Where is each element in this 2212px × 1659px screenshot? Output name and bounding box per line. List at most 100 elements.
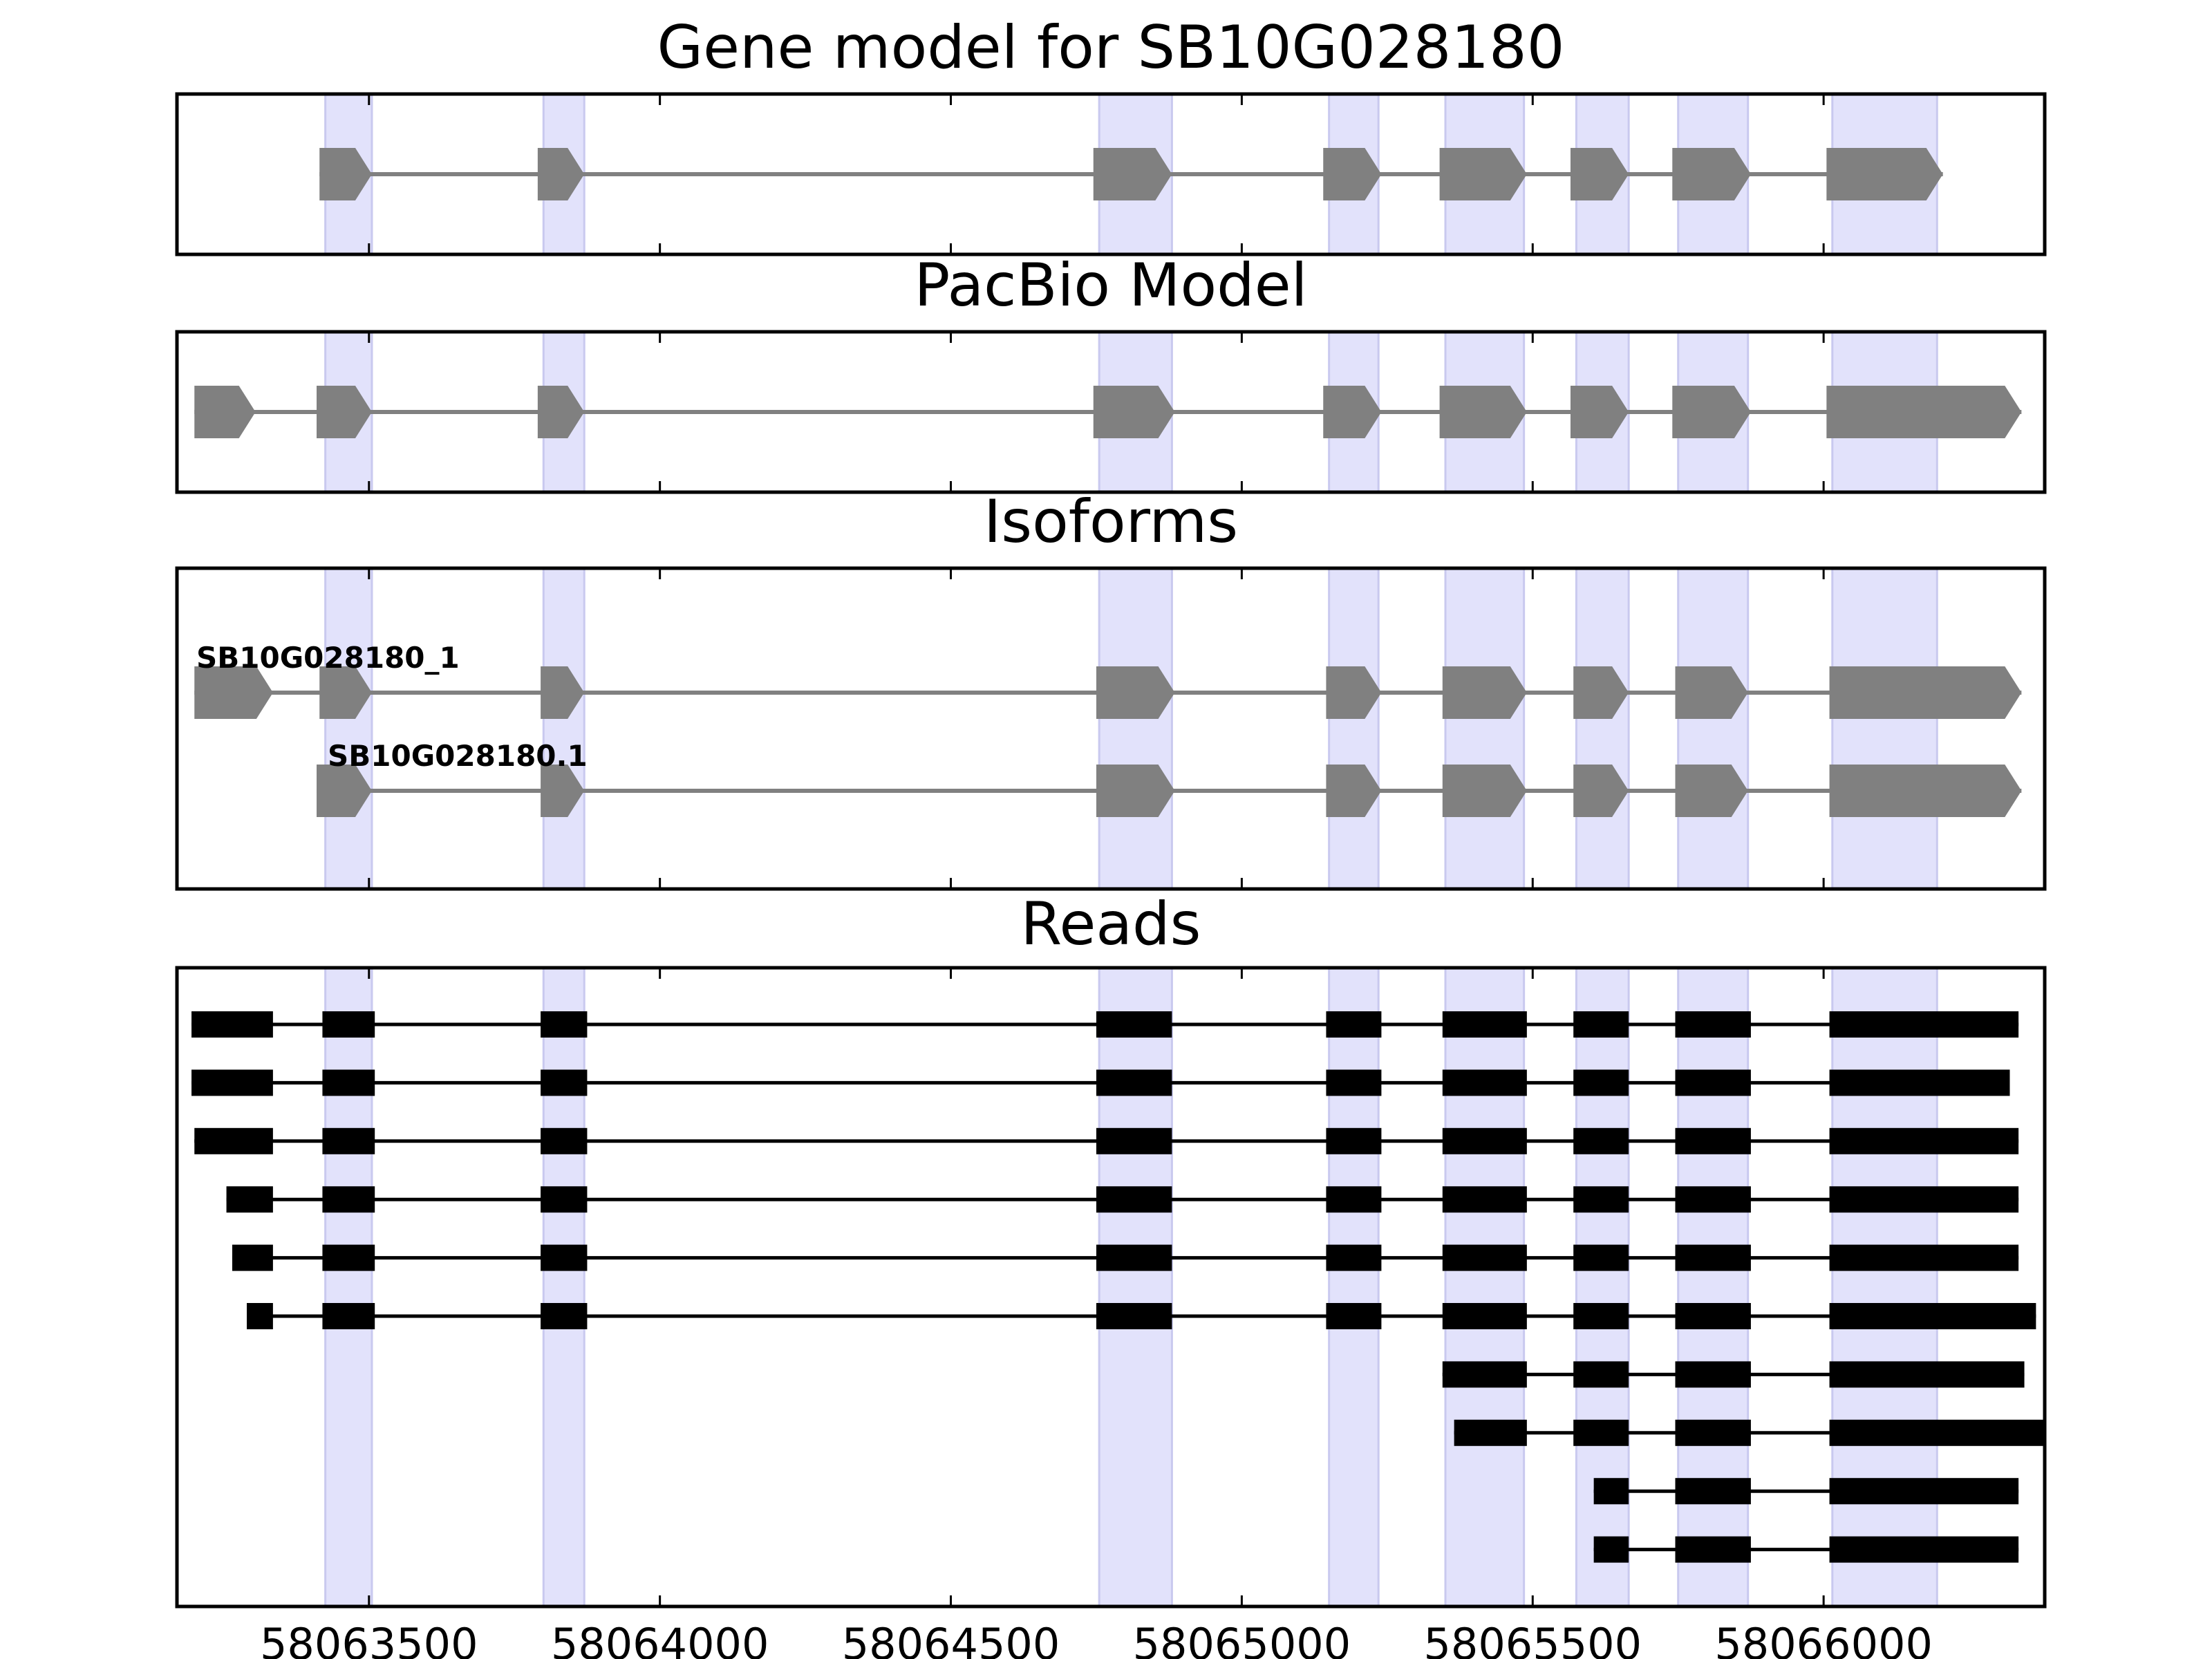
- read-exon-block: [1829, 1186, 2019, 1213]
- read-exon-block: [1096, 1069, 1172, 1096]
- panel-3: Reads: [175, 890, 2047, 1609]
- read-exon-block: [1675, 1478, 1751, 1505]
- exon-arrow: [1675, 666, 1748, 719]
- exon-highlight-band: [542, 567, 585, 890]
- read-exon-block: [541, 1244, 588, 1271]
- x-tick-label: 58063500: [260, 1619, 478, 1659]
- read-exon-block: [1096, 1303, 1172, 1329]
- exon-arrow: [1573, 666, 1629, 719]
- exon-highlight-band: [1098, 567, 1173, 890]
- read-exon-block: [1829, 1361, 2025, 1388]
- panel-title: Isoforms: [984, 487, 1238, 556]
- exon-arrow: [1096, 765, 1175, 817]
- x-tick-label: 58065000: [1133, 1619, 1351, 1659]
- read-track: [1593, 1478, 2019, 1505]
- exon-highlight-band: [1328, 567, 1380, 890]
- exon-arrow: [319, 666, 372, 719]
- exon-arrow: [1570, 148, 1629, 200]
- read-exon-block: [1096, 1127, 1172, 1154]
- read-track: [232, 1244, 2019, 1271]
- read-exon-block: [1573, 1186, 1629, 1213]
- exon-highlight-band: [324, 567, 373, 890]
- read-exon-block: [1442, 1361, 1527, 1388]
- read-exon-block: [1573, 1303, 1629, 1329]
- read-exon-block: [1326, 1127, 1382, 1154]
- read-exon-block: [1829, 1127, 2019, 1154]
- read-exon-block: [1829, 1536, 2019, 1563]
- panel-frame: [175, 92, 2047, 256]
- exon-arrow: [1442, 765, 1527, 817]
- exon-highlight-band: [1677, 567, 1750, 890]
- exon-arrow: [1326, 666, 1382, 719]
- exon-arrow: [1326, 765, 1382, 817]
- read-exon-block: [541, 1069, 588, 1096]
- read-exon-block: [322, 1069, 375, 1096]
- isoform-label: SB10G028180_1: [196, 641, 460, 675]
- panel-frame: [175, 330, 2047, 494]
- panel-1: PacBio Model: [175, 251, 2047, 494]
- exon-arrow: [1672, 386, 1751, 438]
- exon-arrow: [1826, 148, 1943, 200]
- read-exon-block: [1326, 1011, 1382, 1038]
- exon-arrow: [317, 386, 372, 438]
- read-exon-block: [1675, 1127, 1751, 1154]
- exon-arrow: [541, 765, 585, 817]
- exon-arrow: [1442, 666, 1527, 719]
- exon-arrow: [1093, 386, 1175, 438]
- read-track: [1454, 1419, 2045, 1446]
- read-exon-block: [1442, 1127, 1527, 1154]
- read-track: [247, 1303, 2036, 1329]
- read-exon-block: [1593, 1536, 1629, 1563]
- panel-2: SB10G028180_1 SB10G028180.1 Isoforms: [175, 487, 2047, 891]
- read-exon-block: [1675, 1536, 1751, 1563]
- read-exon-block: [1442, 1186, 1527, 1213]
- exon-arrow: [537, 148, 585, 200]
- read-exon-block: [1675, 1361, 1751, 1388]
- read-exon-block: [1675, 1186, 1751, 1213]
- exon-arrow: [1439, 386, 1527, 438]
- exon-arrow: [537, 386, 585, 438]
- exon-arrow: [1826, 386, 2022, 438]
- exon-highlight-band: [1328, 966, 1380, 1608]
- exon-arrow: [1323, 148, 1382, 200]
- exon-arrow: [1096, 666, 1175, 719]
- x-tick-label: 58065500: [1423, 1619, 1642, 1659]
- read-exon-block: [1829, 1069, 2010, 1096]
- read-track: [191, 1011, 2019, 1038]
- read-exon-block: [1442, 1011, 1527, 1038]
- read-exon-block: [1454, 1419, 1527, 1446]
- exon-highlight-band: [1575, 567, 1630, 890]
- read-exon-block: [1326, 1069, 1382, 1096]
- read-exon-block: [1573, 1244, 1629, 1271]
- read-exon-block: [541, 1186, 588, 1213]
- panel-frame: [175, 566, 2047, 891]
- transcript-track: [194, 666, 2022, 719]
- exon-arrow: [194, 386, 256, 438]
- read-exon-block: [1675, 1069, 1751, 1096]
- transcript-track: [317, 765, 2022, 817]
- exon-arrow: [1672, 148, 1751, 200]
- read-exon-block: [322, 1011, 375, 1038]
- exon-highlight-band: [1098, 966, 1173, 1608]
- exon-highlight-band: [1831, 966, 1938, 1608]
- exon-highlight-band: [1677, 966, 1750, 1608]
- read-track: [194, 1127, 2019, 1154]
- exon-arrow: [1573, 765, 1629, 817]
- exon-highlight-band: [1831, 567, 1938, 890]
- x-tick-label: 58064000: [551, 1619, 769, 1659]
- x-tick-label: 58064500: [842, 1619, 1060, 1659]
- read-exon-block: [1593, 1478, 1629, 1505]
- exon-arrow: [1093, 148, 1172, 200]
- exon-arrow: [541, 666, 585, 719]
- exon-arrow: [1829, 666, 2022, 719]
- read-track: [1593, 1536, 2019, 1563]
- exon-highlight-band: [542, 966, 585, 1608]
- read-exon-block: [541, 1127, 588, 1154]
- read-exon-block: [1573, 1419, 1629, 1446]
- read-exon-block: [226, 1186, 273, 1213]
- exon-arrow: [194, 666, 273, 719]
- read-exon-block: [1675, 1011, 1751, 1038]
- panel-title: Reads: [1021, 890, 1201, 959]
- read-exon-block: [1442, 1069, 1527, 1096]
